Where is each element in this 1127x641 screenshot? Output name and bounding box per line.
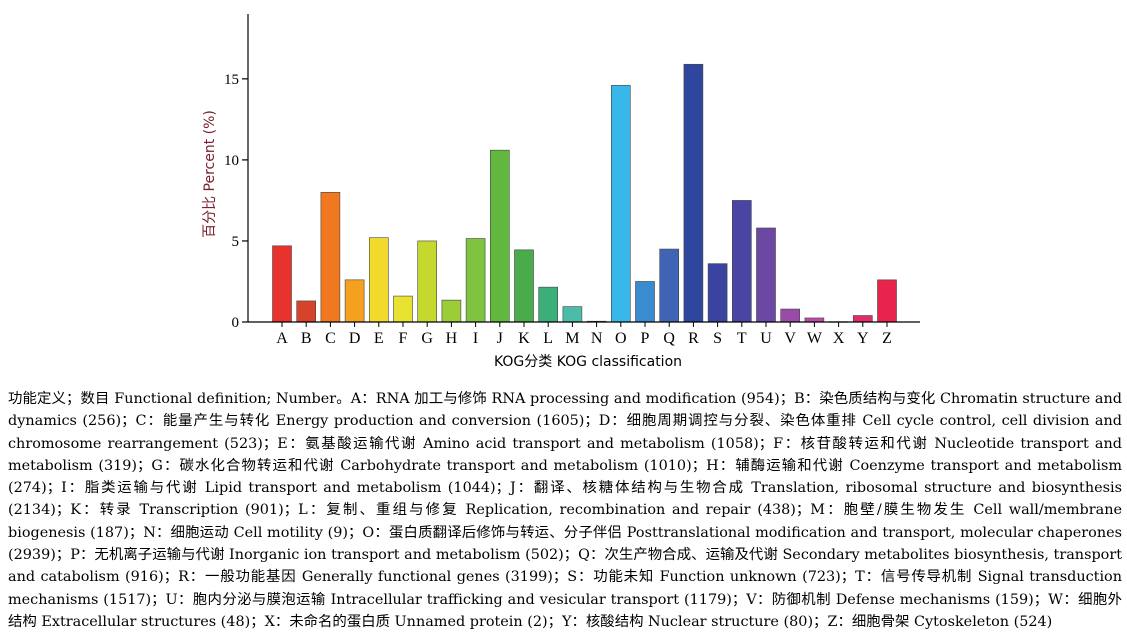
bar-R <box>683 63 704 323</box>
x-category-label-W: W <box>807 330 823 347</box>
bar-Z <box>877 279 897 323</box>
y-axis-title: 百分比 Percent (%) <box>202 110 218 238</box>
x-category-label-O: O <box>615 330 627 347</box>
x-category-label-R: R <box>688 330 699 347</box>
x-category-label-X: X <box>833 330 845 347</box>
x-category-label-C: C <box>325 330 336 347</box>
x-category-label-P: P <box>641 330 650 347</box>
bar-F <box>393 295 413 323</box>
x-category-label-N: N <box>591 330 603 347</box>
x-category-label-A: A <box>276 330 288 347</box>
bar-D <box>344 279 365 323</box>
bar-M <box>562 306 583 323</box>
bar-H <box>441 299 462 323</box>
bar-G <box>417 240 438 323</box>
bar-W <box>804 317 825 323</box>
x-category-label-U: U <box>760 330 772 347</box>
bar-T <box>731 200 752 323</box>
bar-C <box>320 192 341 323</box>
bar-O <box>610 85 631 323</box>
bar-P <box>635 281 655 323</box>
x-category-label-Z: Z <box>882 330 892 347</box>
y-tick-label: 10 <box>224 153 239 169</box>
x-category-label-G: G <box>421 330 433 347</box>
x-category-label-H: H <box>446 330 458 347</box>
bar-Y <box>852 315 873 323</box>
x-axis-title: KOG分类 KOG classification <box>494 354 682 370</box>
bar-V <box>780 308 801 323</box>
x-category-label-T: T <box>737 330 747 347</box>
x-category-label-V: V <box>784 330 796 347</box>
y-tick-label: 15 <box>224 72 239 88</box>
x-category-label-J: J <box>497 330 503 347</box>
x-category-label-Q: Q <box>663 330 675 347</box>
x-category-label-L: L <box>543 330 553 347</box>
x-category-label-E: E <box>374 330 384 347</box>
x-category-label-K: K <box>518 330 530 347</box>
bar-B <box>296 300 317 323</box>
x-category-label-M: M <box>565 330 579 347</box>
bar-Q <box>659 248 680 323</box>
x-category-label-D: D <box>349 330 361 347</box>
bar-E <box>368 237 389 323</box>
y-tick-label: 5 <box>232 234 240 250</box>
bar-J <box>489 149 510 323</box>
x-category-label-I: I <box>473 330 478 347</box>
y-tick-label: 0 <box>232 315 240 331</box>
x-category-label-Y: Y <box>857 330 869 347</box>
figure-caption: 功能定义；数目 Functional definition; Number。A：… <box>8 391 1122 630</box>
bar-I <box>465 238 486 323</box>
bar-L <box>538 286 559 323</box>
x-category-label-F: F <box>399 330 408 347</box>
bar-S <box>707 263 728 323</box>
bar-K <box>514 249 534 323</box>
bar-A <box>272 245 292 323</box>
bar-U <box>756 227 776 323</box>
x-category-label-S: S <box>713 330 722 347</box>
x-category-label-B: B <box>301 330 312 347</box>
